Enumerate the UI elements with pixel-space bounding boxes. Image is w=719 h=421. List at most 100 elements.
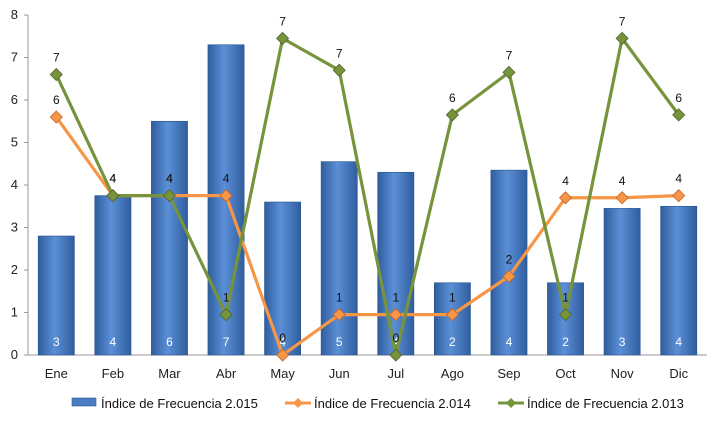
bar-data-label: 5 (336, 335, 343, 349)
x-tick-label: Ago (441, 366, 464, 381)
series-point (276, 31, 290, 45)
legend: Índice de Frecuencia 2.015 Índice de Frec… (71, 396, 684, 411)
series-point (615, 31, 629, 45)
bar (151, 120, 188, 356)
bar (320, 161, 358, 356)
point-data-label: 1 (392, 291, 399, 305)
series-point (558, 308, 573, 322)
bar-data-label: 4 (279, 335, 286, 349)
bars-layer: 3 4 6 7 4 5 4 2 4 2 3 4 (37, 44, 698, 356)
bar (547, 282, 584, 356)
x-tick-label: Oct (555, 366, 576, 381)
point-data-label: 7 (506, 48, 513, 62)
y-tick-label: 3 (11, 220, 18, 235)
y-tick-label: 2 (11, 262, 18, 277)
series-point (332, 308, 346, 322)
y-tick-label: 8 (11, 7, 18, 22)
x-tick-label: Sep (497, 366, 520, 381)
point-data-label: 6 (449, 91, 456, 105)
y-tick-label: 4 (11, 177, 18, 192)
point-data-label: 7 (279, 14, 286, 28)
series-point (106, 189, 120, 203)
series-point (502, 65, 516, 79)
point-data-label: 1 (562, 291, 569, 305)
bar-data-label: 3 (53, 335, 60, 349)
legend-label: Índice de Frecuencia 2.013 (527, 396, 684, 411)
legend-swatch-marker (293, 398, 303, 408)
bar-data-label: 4 (506, 335, 513, 349)
bar-data-label: 2 (449, 335, 456, 349)
series-point (219, 308, 233, 322)
point-data-label: 4 (110, 172, 117, 186)
x-tick-label: Abr (216, 366, 237, 381)
x-tick-label: Jun (329, 366, 350, 381)
series-line (54, 36, 680, 357)
bar-data-label: 3 (619, 335, 626, 349)
legend-label: Índice de Frecuencia 2.014 (314, 396, 471, 411)
bar (377, 171, 415, 356)
series-point (389, 348, 403, 362)
bar (603, 208, 641, 356)
bar-data-label: 6 (166, 335, 173, 349)
legend-swatch-marker (506, 398, 516, 408)
y-tick-label: 0 (11, 347, 18, 362)
series-point (389, 308, 403, 322)
bar (94, 195, 132, 356)
bar (660, 205, 698, 356)
y-tick-label: 6 (11, 92, 18, 107)
x-tick-label: Feb (102, 366, 124, 381)
series-point (445, 108, 459, 122)
x-tick-label: May (270, 366, 295, 381)
series-point (49, 67, 63, 82)
x-tick-label: Jul (387, 366, 404, 381)
x-tick-label: Dic (669, 366, 688, 381)
bar (490, 169, 528, 356)
point-data-label: 4 (562, 174, 569, 188)
y-tick-label: 1 (11, 305, 18, 320)
series-point (502, 269, 516, 283)
point-data-label: 0 (279, 331, 286, 345)
point-data-label: 4 (675, 172, 682, 186)
x-tick-label: Ene (45, 366, 68, 381)
point-data-label: 4 (166, 172, 173, 186)
legend-swatch (71, 397, 97, 407)
point-data-label: 7 (619, 14, 626, 28)
series-line (54, 116, 679, 357)
bar-data-label: 4 (675, 335, 682, 349)
point-data-label: 0 (392, 331, 399, 345)
legend-label: Índice de Frecuencia 2.015 (101, 396, 258, 411)
point-data-label: 4 (110, 172, 117, 186)
series-point (672, 108, 686, 122)
point-data-label: 4 (619, 174, 626, 188)
series-point (49, 110, 63, 124)
point-data-label: 1 (223, 291, 230, 305)
point-data-label: 4 (166, 172, 173, 186)
series-point (615, 191, 629, 205)
series-point (162, 189, 177, 203)
bar-data-label: 4 (392, 335, 399, 349)
point-data-label: 6 (53, 93, 60, 107)
series-point (219, 189, 233, 203)
point-data-label: 1 (336, 291, 343, 305)
bar-data-label: 2 (562, 335, 569, 349)
point-data-label: 6 (675, 91, 682, 105)
series-point (332, 63, 346, 77)
series-point (558, 191, 573, 205)
bar-data-label: 4 (110, 335, 117, 349)
axes-layer: 0 1 2 3 4 5 6 7 8 Ene Feb Mar Abr May Jun Jul Ago Sep Oct N… (11, 7, 707, 381)
point-data-label: 2 (506, 252, 513, 266)
point-data-label: 7 (336, 46, 343, 60)
point-data-label: 7 (53, 51, 60, 65)
x-tick-label: Mar (158, 366, 181, 381)
series-point (276, 348, 290, 362)
y-tick-label: 7 (11, 50, 18, 65)
bar-data-label: 7 (223, 335, 230, 349)
y-tick-label: 5 (11, 135, 18, 150)
series-point (672, 189, 686, 203)
x-tick-label: Nov (611, 366, 635, 381)
bar (37, 235, 75, 356)
point-data-label: 4 (223, 172, 230, 186)
